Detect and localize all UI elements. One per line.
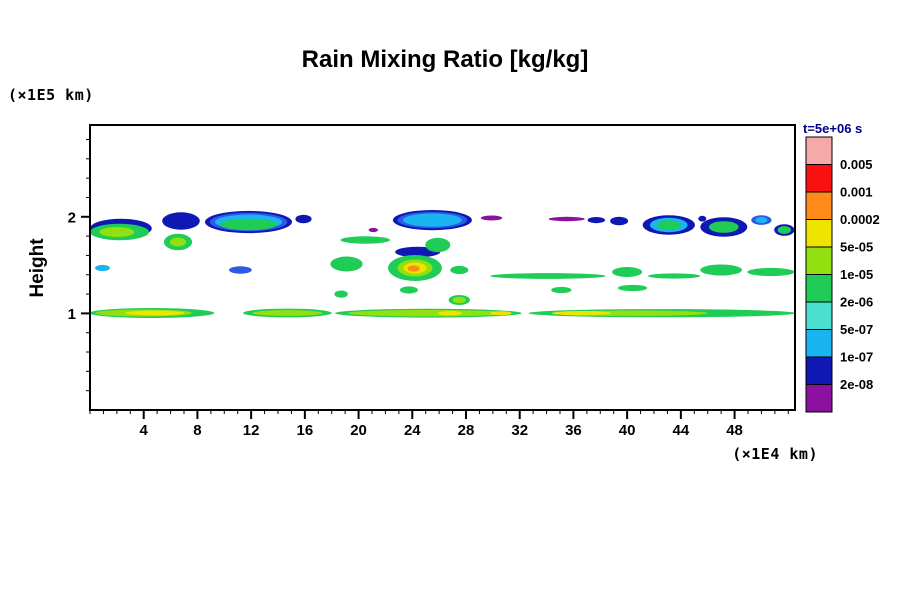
colorbar-tick-label: 5e-07 xyxy=(840,322,873,337)
contour-blob xyxy=(656,220,681,230)
contour-blob xyxy=(490,311,512,316)
colorbar-tick-label: 0.001 xyxy=(840,185,873,200)
colorbar-swatch xyxy=(805,219,833,248)
contour-blob xyxy=(402,213,462,227)
y-tick-label: 1 xyxy=(68,306,76,323)
contour-blob xyxy=(700,264,742,276)
y-axis-unit-label: (×1E5 km) xyxy=(8,86,94,104)
contour-blob xyxy=(99,227,135,237)
colorbar-swatch xyxy=(805,136,833,165)
contour-blob xyxy=(490,273,606,279)
colorbar-swatch xyxy=(805,329,833,358)
colorbar-swatch xyxy=(805,384,833,413)
colorbar-tick-label: 5e-05 xyxy=(840,240,873,255)
contour-blob xyxy=(169,237,187,247)
colorbar-tick-label: 1e-07 xyxy=(840,350,873,365)
colorbar-swatch xyxy=(805,191,833,220)
contour-blob xyxy=(755,217,768,224)
chart-title: Rain Mixing Ratio [kg/kg] xyxy=(301,46,589,73)
contour-blob xyxy=(252,310,323,316)
contour-blob xyxy=(229,266,252,274)
colorbar-time-label: t=5e+06 s xyxy=(803,121,863,136)
contour-blob xyxy=(437,311,462,316)
colorbar-tick-label: 2e-08 xyxy=(840,377,873,392)
contour-blob xyxy=(612,267,643,277)
x-tick-label: 48 xyxy=(726,422,743,439)
contour-blob xyxy=(162,212,200,230)
colorbar-tick-label: 0.005 xyxy=(840,157,873,172)
x-tick-label: 32 xyxy=(511,422,528,439)
contour-blob xyxy=(450,265,469,275)
colorbar-swatch xyxy=(805,164,833,193)
contour-blob xyxy=(334,290,348,298)
colorbar-swatch xyxy=(805,356,833,385)
x-tick-label: 16 xyxy=(297,422,314,439)
contour-blob xyxy=(698,215,707,222)
contour-blob xyxy=(220,218,277,231)
contour-blob xyxy=(617,284,648,292)
x-tick-label: 44 xyxy=(673,422,690,439)
contour-blob xyxy=(340,236,391,244)
contour-blob xyxy=(777,226,791,234)
contour-blob xyxy=(330,256,363,272)
contour-blob xyxy=(747,267,795,277)
contour-blob xyxy=(551,286,572,294)
contour-blob xyxy=(399,286,418,294)
colorbar-swatch xyxy=(805,246,833,275)
x-axis-unit-label: (×1E4 km) xyxy=(732,445,818,463)
x-tick-label: 4 xyxy=(140,422,149,439)
x-tick-label: 24 xyxy=(404,422,421,439)
x-tick-label: 40 xyxy=(619,422,636,439)
x-tick-label: 36 xyxy=(565,422,582,439)
contour-field xyxy=(90,210,795,318)
contour-blob xyxy=(648,273,701,279)
contour-blob xyxy=(587,217,605,224)
x-tick-label: 28 xyxy=(458,422,475,439)
contour-blob xyxy=(407,265,420,272)
colorbar-tick-label: 1e-05 xyxy=(840,267,873,282)
plot-frame xyxy=(89,124,796,411)
contour-blob xyxy=(709,221,739,233)
contour-blob xyxy=(95,264,110,272)
colorbar-tick-label: 0.0002 xyxy=(840,212,880,227)
contour-blob xyxy=(548,216,585,222)
x-tick-label: 20 xyxy=(350,422,367,439)
contour-blob xyxy=(368,227,378,233)
contour-blob xyxy=(125,310,185,316)
contour-blob xyxy=(610,216,629,226)
contour-blob xyxy=(452,296,466,304)
contour-blob xyxy=(480,215,503,221)
x-tick-label: 8 xyxy=(193,422,201,439)
y-tick-label: 2 xyxy=(68,209,76,226)
contour-blob xyxy=(295,214,312,224)
colorbar-tick-label: 2e-06 xyxy=(840,295,873,310)
contour-blob xyxy=(552,311,611,316)
x-tick-label: 12 xyxy=(243,422,260,439)
colorbar-swatch xyxy=(805,301,833,330)
contour-blob xyxy=(425,237,451,253)
colorbar-swatch xyxy=(805,274,833,303)
contour-blob xyxy=(347,310,509,317)
